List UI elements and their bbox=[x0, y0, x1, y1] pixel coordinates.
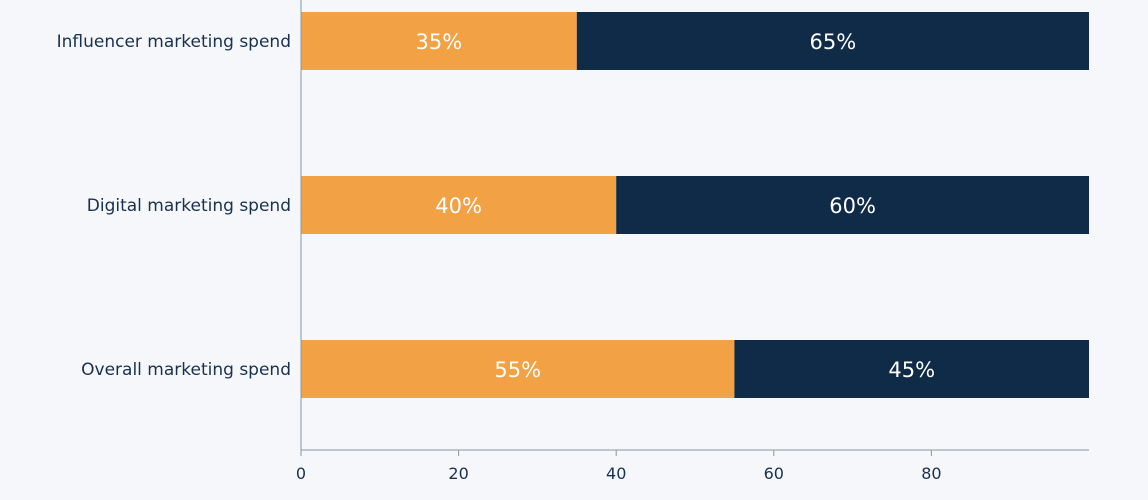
data-label-2-row-2: 60% bbox=[829, 194, 876, 218]
data-label-1-row-1: 35% bbox=[416, 30, 463, 54]
bars-layer bbox=[301, 12, 1089, 398]
category-label-3: Overall marketing spend bbox=[81, 360, 291, 380]
x-tick-label-1: 0 bbox=[296, 464, 306, 483]
category-label-1: Influencer marketing spend bbox=[57, 32, 291, 52]
data-label-1-row-3: 55% bbox=[494, 358, 541, 382]
x-tick-label-4: 60 bbox=[764, 464, 784, 483]
bar-segment-2-row-3 bbox=[734, 340, 1089, 398]
x-tick-label-3: 40 bbox=[606, 464, 626, 483]
x-tick-label-5: 80 bbox=[921, 464, 941, 483]
data-label-2-row-3: 45% bbox=[888, 358, 935, 382]
data-label-2-row-1: 65% bbox=[810, 30, 857, 54]
axis-layer: 0 20 40 60 80 bbox=[296, 0, 1089, 483]
bar-segment-1-row-3 bbox=[301, 340, 735, 398]
bar-segment-2-row-2 bbox=[616, 176, 1089, 234]
labels-layer: 35% 65% Influencer marketing spend 40% 60% Di… bbox=[57, 30, 935, 382]
category-label-2: Digital marketing spend bbox=[87, 196, 291, 216]
bar-segment-1-row-1 bbox=[301, 12, 577, 70]
bar-segment-1-row-2 bbox=[301, 176, 617, 234]
bar-segment-2-row-1 bbox=[576, 12, 1089, 70]
data-label-1-row-2: 40% bbox=[435, 194, 482, 218]
x-tick-label-2: 20 bbox=[448, 464, 468, 483]
